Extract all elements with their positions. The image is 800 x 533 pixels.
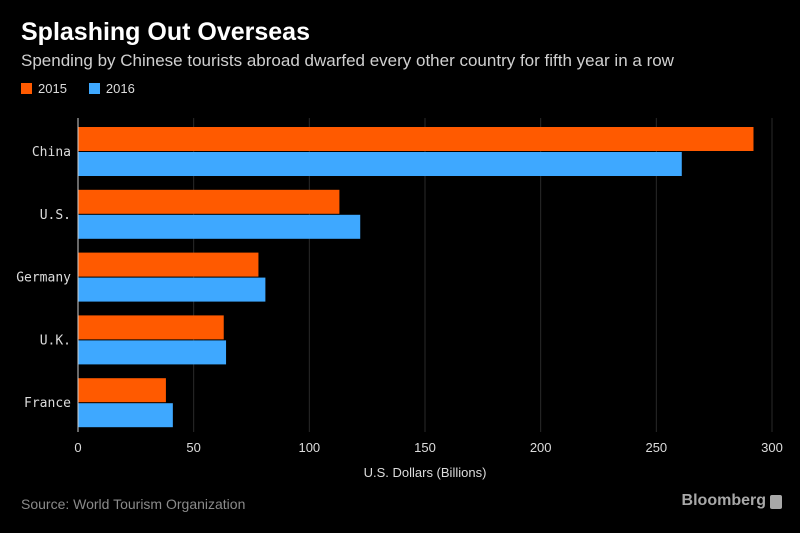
category-label-france: France bbox=[24, 396, 71, 411]
brand-logo: Bloomberg bbox=[681, 492, 766, 509]
x-tick-label-250: 250 bbox=[645, 440, 667, 455]
legend-item-2015: 2015 bbox=[21, 81, 67, 96]
x-tick-label-50: 50 bbox=[186, 440, 200, 455]
category-label-china: China bbox=[32, 145, 71, 160]
bar-us-2016 bbox=[78, 214, 361, 239]
legend-swatch-2015 bbox=[21, 83, 32, 94]
chart-icon bbox=[770, 495, 782, 509]
bar-us-2015 bbox=[78, 189, 340, 214]
bar-china-2015 bbox=[78, 127, 754, 151]
legend-swatch-2016 bbox=[88, 83, 100, 94]
category-label-germany: Germany bbox=[16, 271, 71, 286]
bar-china-2016 bbox=[78, 152, 682, 176]
bar-germany-2016 bbox=[78, 277, 266, 302]
legend-label-2016: 2016 bbox=[105, 81, 135, 96]
legend-item-2016: 2016 bbox=[88, 81, 135, 96]
x-tick-label-300: 300 bbox=[761, 440, 783, 455]
chart-title: Splashing Out Overseas bbox=[21, 18, 310, 46]
x-tick-label-200: 200 bbox=[530, 440, 552, 455]
category-label-us: U.S. bbox=[40, 208, 71, 223]
category-label-uk: U.K. bbox=[40, 333, 71, 348]
bar-germany-2015 bbox=[78, 252, 259, 277]
chart-subtitle: Spending by Chinese tourists abroad dwar… bbox=[21, 51, 674, 70]
x-tick-label-100: 100 bbox=[298, 440, 320, 455]
x-tick-label-0: 0 bbox=[74, 440, 81, 455]
source-note: Source: World Tourism Organization bbox=[21, 496, 246, 512]
bar-uk-2015 bbox=[78, 315, 224, 340]
legend-label-2015: 2015 bbox=[38, 81, 67, 96]
bar-uk-2016 bbox=[78, 340, 227, 365]
bar-france-2016 bbox=[78, 403, 173, 428]
x-tick-label-150: 150 bbox=[414, 440, 436, 455]
legend: 2015 2016 bbox=[21, 81, 135, 96]
bar-france-2015 bbox=[78, 378, 166, 403]
x-axis-title: U.S. Dollars (Billions) bbox=[364, 465, 487, 480]
